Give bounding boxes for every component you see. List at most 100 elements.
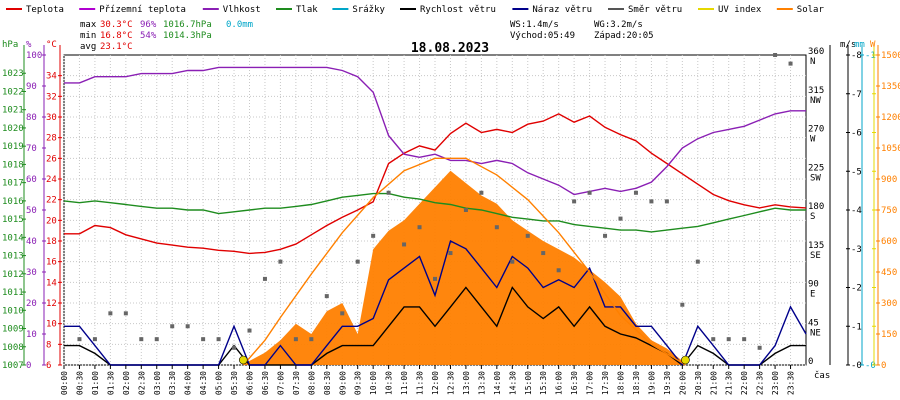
wind-direction-point <box>664 199 669 204</box>
stats-min-press: 1014.3hPa <box>163 31 212 41</box>
x-tick-label: 03:00 <box>153 371 162 395</box>
wind-direction-point <box>695 259 700 264</box>
pressure-tick-label: 1009 <box>2 325 24 335</box>
pressure-tick-label: 1022 <box>2 87 24 97</box>
legend-label-p-zemn-teplota: Přízemní teplota <box>99 5 186 15</box>
rain-axis-label: mm <box>854 40 865 50</box>
stats-max-rain: 0.0mm <box>226 20 253 30</box>
solar-tick-label: 1050 <box>881 144 900 154</box>
x-tick-label: 04:30 <box>199 371 208 395</box>
x-tick-label: 07:00 <box>276 371 285 395</box>
x-tick-label: 13:30 <box>477 371 486 395</box>
wind-direction-point <box>340 311 345 316</box>
wind-direction-point <box>525 233 530 238</box>
direction-tick-label: 135 <box>808 241 824 251</box>
temperature-tick-label: 10 <box>46 320 57 330</box>
direction-tick-label: 270 <box>808 125 824 135</box>
x-tick-label: 08:30 <box>323 371 332 395</box>
solar-tick-label: 900 <box>881 175 897 185</box>
x-tick-label: 20:30 <box>694 371 703 395</box>
solar-tick-label: 300 <box>881 299 897 309</box>
temperature-tick-label: 18 <box>46 237 57 247</box>
chart-title: 18.08.2023 <box>411 41 489 56</box>
pressure-tick-label: 1011 <box>2 288 24 298</box>
pressure-tick-label: 1021 <box>2 106 24 116</box>
wind-direction-point <box>510 259 515 264</box>
solar-tick-label: 0 <box>881 361 886 371</box>
wind-direction-point <box>123 311 128 316</box>
x-tick-label: 10:30 <box>385 371 394 395</box>
x-tick-label: 23:00 <box>771 371 780 395</box>
x-tick-label: 12:30 <box>446 371 455 395</box>
x-tick-label: 17:00 <box>586 371 595 395</box>
x-tick-label: 05:30 <box>230 371 239 395</box>
pressure-tick-label: 1014 <box>2 233 24 243</box>
x-tick-label: 11:00 <box>400 371 409 395</box>
solar-fill-layer <box>243 170 686 365</box>
wind-direction-point <box>309 337 314 342</box>
x-tick-label: 04:00 <box>184 371 193 395</box>
wind-direction-point <box>278 259 283 264</box>
wind-direction-point <box>680 302 685 307</box>
wind-direction-point <box>371 233 376 238</box>
legend-label-vlhkost: Vlhkost <box>223 5 261 15</box>
x-tick-label: 22:30 <box>756 371 765 395</box>
humidity-tick-label: 50 <box>26 206 37 216</box>
series-line-teplota <box>64 113 807 255</box>
temperature-tick-label: 6 <box>46 361 51 371</box>
temperature-tick-label: 12 <box>46 299 57 309</box>
x-axis-label: čas <box>814 370 830 381</box>
wind-speed-avg: WS:1.4m/s <box>510 20 559 30</box>
wind-direction-point <box>572 199 577 204</box>
humidity-tick-label: 20 <box>26 299 37 309</box>
wind-direction-point <box>247 328 252 333</box>
pressure-tick-label: 1007 <box>2 361 24 371</box>
rain-tick-label: -0 <box>865 361 876 371</box>
temperature-tick-label: 24 <box>46 175 57 185</box>
wind-direction-point <box>757 345 762 350</box>
wind-direction-point <box>433 276 437 281</box>
x-tick-label: 14:00 <box>493 371 502 395</box>
x-tick-label: 16:30 <box>570 371 579 395</box>
direction-tick-label: 360 <box>808 47 824 57</box>
humidity-tick-label: 90 <box>26 82 37 92</box>
wind-speed-tick-label: -1 <box>851 322 862 332</box>
x-tick-label: 00:00 <box>60 371 69 395</box>
stats-block: max 30.3°C 96% 1016.7hPa 0.0mm min 16.8°… <box>80 20 253 52</box>
stats-min-temp: 16.8°C <box>100 31 133 41</box>
wind-direction-point <box>494 225 499 230</box>
temperature-tick-label: 16 <box>46 258 57 268</box>
wind-speed-tick-label: -7 <box>851 90 862 100</box>
wind-direction-point <box>232 345 237 350</box>
wind-direction-point <box>154 337 159 342</box>
direction-tick-label: NE <box>810 328 821 338</box>
stats-max-label: max <box>80 20 97 30</box>
solar-tick-label: 1500 <box>881 51 900 61</box>
pressure-axis-label: hPa <box>2 40 18 50</box>
wind-direction-point <box>201 337 206 342</box>
x-tick-label: 07:30 <box>292 371 301 395</box>
temperature-tick-label: 34 <box>46 72 57 82</box>
wind-speed-tick-label: -5 <box>851 167 862 177</box>
sunset-time: Západ:20:05 <box>594 31 654 41</box>
x-tick-label: 20:00 <box>678 371 687 395</box>
stats-max-hum: 96% <box>140 20 157 30</box>
direction-tick-label: SW <box>810 173 821 183</box>
direction-tick-label: 90 <box>808 280 819 290</box>
stats-max-temp: 30.3°C <box>100 20 133 30</box>
stats-max-press: 1016.7hPa <box>163 20 212 30</box>
stats-min-hum: 54% <box>140 31 157 41</box>
stats-avg-label: avg <box>80 42 96 52</box>
x-tick-label: 12:00 <box>431 371 440 395</box>
direction-tick-label: 45 <box>808 318 819 328</box>
wind-speed-axis-label: m/s <box>840 40 856 50</box>
x-tick-label: 01:00 <box>91 371 100 395</box>
series-line-vlhkost <box>64 66 806 196</box>
direction-tick-label: NW <box>810 96 821 106</box>
x-tick-label: 17:30 <box>601 371 610 395</box>
direction-tick-label: E <box>810 290 815 300</box>
direction-tick-label: S <box>810 212 815 222</box>
wind-speed-tick-label: -3 <box>851 245 862 255</box>
legend-label-uv-index: UV index <box>718 5 762 15</box>
wind-direction-point <box>618 216 623 221</box>
